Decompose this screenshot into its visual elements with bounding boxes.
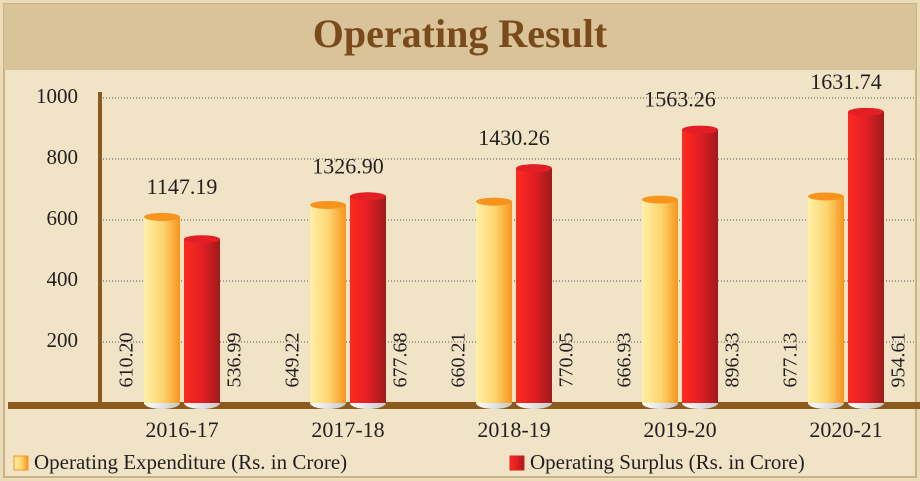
- y-tick-label: 200: [47, 328, 79, 352]
- y-tick-label: 600: [47, 206, 79, 230]
- bar: [642, 199, 678, 403]
- legend-swatch: [509, 455, 525, 471]
- value-label: 610.20: [116, 333, 138, 388]
- total-label: 1430.26: [478, 125, 550, 150]
- bar-cap: [642, 195, 678, 204]
- bar-cap: [848, 107, 884, 116]
- value-label: 536.99: [224, 333, 246, 388]
- bar: [144, 216, 180, 403]
- bar: [682, 129, 718, 403]
- value-label: 954.61: [888, 333, 910, 388]
- legend-label: Operating Expenditure (Rs. in Crore): [34, 450, 347, 474]
- bar-cap: [516, 164, 552, 173]
- y-tick-label: 800: [47, 145, 79, 169]
- x-tick-label: 2018-19: [477, 417, 550, 442]
- legend-swatch: [13, 455, 29, 471]
- value-label: 896.33: [722, 333, 744, 388]
- bar: [350, 196, 386, 403]
- bar-cap: [144, 212, 180, 221]
- y-tick-label: 400: [47, 267, 79, 291]
- x-tick-label: 2017-18: [311, 417, 384, 442]
- bar-cap: [476, 197, 512, 206]
- bar-cap: [184, 235, 220, 244]
- total-label: 1563.26: [644, 87, 716, 112]
- bar-cap: [350, 192, 386, 201]
- bar: [310, 204, 346, 403]
- x-tick-label: 2016-17: [145, 417, 218, 442]
- value-label: 770.05: [556, 333, 578, 388]
- value-label: 660.21: [448, 333, 470, 388]
- total-label: 1326.90: [312, 153, 384, 178]
- bar-cap: [310, 200, 346, 209]
- legend-label: Operating Surplus (Rs. in Crore): [530, 450, 805, 474]
- bar: [848, 111, 884, 404]
- chart-title: Operating Result: [313, 11, 608, 56]
- total-label: 1147.19: [147, 174, 218, 199]
- total-label: 1631.74: [810, 69, 882, 94]
- y-tick-label: 1000: [36, 84, 78, 108]
- x-axis: [8, 402, 920, 409]
- value-label: 666.93: [614, 333, 636, 388]
- title-banner: [4, 4, 916, 70]
- value-label: 677.68: [390, 333, 412, 388]
- bar-cap: [808, 192, 844, 201]
- bar: [516, 168, 552, 403]
- bar: [184, 239, 220, 403]
- bar: [808, 196, 844, 403]
- bar-cap: [682, 125, 718, 134]
- value-label: 677.13: [780, 333, 802, 388]
- value-label: 649.22: [282, 333, 304, 388]
- x-tick-label: 2019-20: [643, 417, 716, 442]
- bar: [476, 201, 512, 403]
- x-tick-label: 2020-21: [809, 417, 882, 442]
